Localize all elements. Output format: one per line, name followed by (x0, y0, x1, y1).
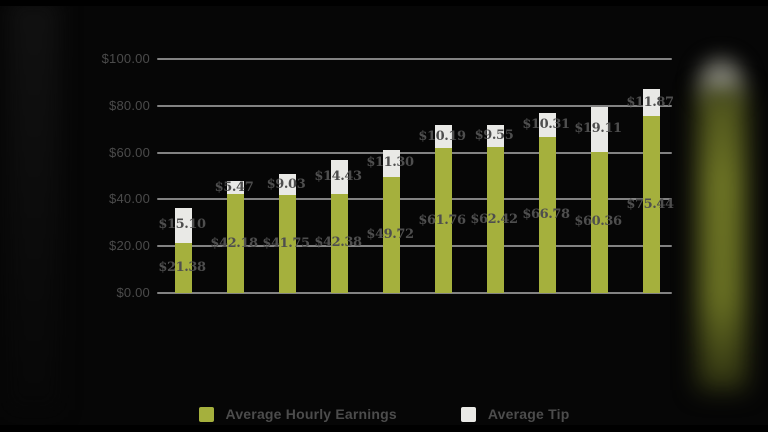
tip-bar-segment (538, 112, 556, 137)
y-axis-tick-label: $0.00 (116, 285, 150, 300)
earnings-value-label: $60.36 (574, 214, 622, 230)
tip-value-label: $14.43 (314, 168, 362, 184)
tip-value-label: $15.10 (158, 217, 206, 233)
earnings-value-label: $41.75 (262, 236, 310, 252)
earnings-value-label: $61.76 (418, 212, 466, 228)
tip-value-label: $9.03 (266, 176, 306, 192)
earnings-value-label: $42.18 (210, 235, 258, 251)
earnings-value-label: $21.38 (158, 259, 206, 275)
tip-bar-segment (330, 160, 348, 194)
earnings-bar-segment (278, 195, 296, 293)
legend-label: Average Hourly Earnings (225, 406, 397, 422)
tip-bar-segment (486, 124, 504, 147)
earnings-value-label: $75.44 (626, 196, 674, 212)
tip-bar-segment (382, 150, 400, 177)
legend-swatch (460, 406, 476, 422)
right-edge-olive-blur (698, 90, 746, 390)
gridline (157, 245, 672, 248)
y-axis-tick-label: $40.00 (109, 191, 150, 207)
earnings-bar-segment (382, 176, 400, 293)
earnings-bar-segment (590, 151, 608, 293)
legend-item-earnings: Average Hourly Earnings (198, 406, 397, 422)
tip-bar-segment (226, 181, 244, 195)
tip-value-label: $10.19 (418, 128, 466, 144)
earnings-bar-segment (330, 193, 348, 293)
tip-value-label: $9.55 (474, 127, 514, 143)
earnings-value-label: $62.42 (470, 211, 518, 227)
chart-legend: Average Hourly Earnings Average Tip (0, 406, 768, 422)
tip-value-label: $10.31 (522, 116, 570, 132)
earnings-bar-segment (642, 116, 660, 293)
letterbox-top (0, 0, 768, 6)
earnings-bar-segment (538, 136, 556, 293)
letterbox-bottom (0, 425, 768, 432)
gridline (157, 58, 672, 60)
tip-bar-segment (278, 174, 296, 196)
y-axis-tick-label: $100.00 (101, 51, 150, 66)
y-axis-tick-label: $60.00 (109, 144, 150, 160)
tip-bar-segment (642, 88, 660, 117)
tip-bar-segment (590, 107, 608, 152)
y-axis-tick-label: $20.00 (109, 238, 150, 254)
gridline (157, 198, 672, 201)
gridline (157, 104, 672, 107)
tip-value-label: $11.30 (366, 155, 414, 171)
earnings-bar-segment (486, 146, 504, 293)
earnings-value-label: $66.78 (522, 206, 570, 222)
legend-swatch (198, 406, 214, 422)
tip-bar-segment (434, 124, 452, 149)
gridline (157, 292, 672, 294)
tip-value-label: $11.87 (626, 94, 674, 110)
tip-value-label: $19.11 (574, 121, 622, 137)
earnings-bar-segment (226, 194, 244, 293)
left-edge-blur (8, 0, 60, 410)
legend-label: Average Tip (487, 406, 570, 422)
legend-item-tip: Average Tip (460, 406, 570, 422)
tip-value-label: $5.47 (214, 179, 254, 195)
y-axis-tick-label: $80.00 (109, 97, 150, 113)
gridline (157, 151, 672, 154)
tip-bar-segment (174, 207, 192, 243)
earnings-value-label: $42.38 (314, 235, 362, 251)
earnings-value-label: $49.72 (366, 226, 414, 242)
earnings-bar-segment (174, 242, 192, 293)
earnings-bar-segment (434, 148, 452, 293)
